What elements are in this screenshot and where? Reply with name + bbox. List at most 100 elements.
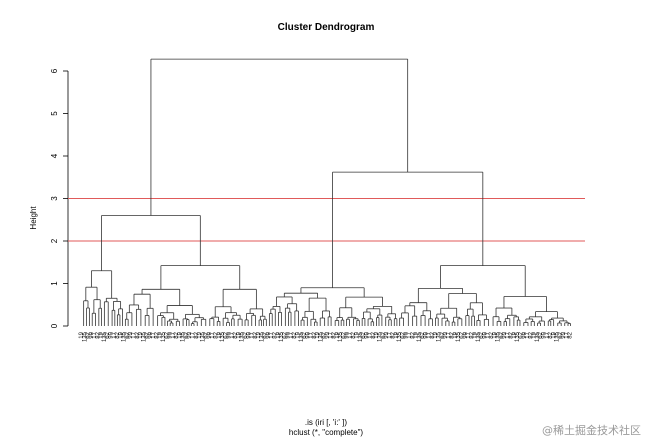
y-tick-label: 1 xyxy=(50,281,59,286)
y-tick-label: 3 xyxy=(50,196,59,201)
leaf-label: 82 xyxy=(154,331,160,338)
y-axis-label: Height xyxy=(29,206,38,230)
leaf-label: 62 xyxy=(164,331,170,338)
leaf-label: 62 xyxy=(105,331,111,338)
leaf-label: 17 xyxy=(387,331,393,338)
leaf-label: 17 xyxy=(250,331,256,338)
leaf-label: 17 xyxy=(368,331,374,338)
leaf-label: 82 xyxy=(450,331,456,338)
leaf-label: 19 xyxy=(236,331,242,338)
leaf-label: 62 xyxy=(420,331,426,338)
leaf-label: 62 xyxy=(460,331,466,338)
leaf-label: 19 xyxy=(99,331,105,338)
leaf-label: 62 xyxy=(125,331,131,338)
leaf-label: 135 xyxy=(397,331,403,342)
leaf-label: 19 xyxy=(315,331,321,338)
leaf-label: 99 xyxy=(266,331,272,338)
leaf-label: 62 xyxy=(440,331,446,338)
leaf-label: 99 xyxy=(128,331,134,338)
leaf-label: 17 xyxy=(446,331,452,338)
leaf-label: 99 xyxy=(463,331,469,338)
leaf-label: 99 xyxy=(345,331,351,338)
leaf-label: 99 xyxy=(168,331,174,338)
leaf-label: 82 xyxy=(273,331,279,338)
leaf-label: 99 xyxy=(246,331,252,338)
leaf-label: 99 xyxy=(286,331,292,338)
leaf-label: 82 xyxy=(312,331,318,338)
leaf-label: 82 xyxy=(214,331,220,338)
leaf-label: 99 xyxy=(384,331,390,338)
leaf-label: 82 xyxy=(233,331,239,338)
leaf-label: 99 xyxy=(227,331,233,338)
leaf-label: 135 xyxy=(378,331,384,342)
leaf-label: 17 xyxy=(328,331,334,338)
leaf-label: 19 xyxy=(394,331,400,338)
leaf-label: 99 xyxy=(325,331,331,338)
leaf-label: 135 xyxy=(417,331,423,342)
leaf-label: 17 xyxy=(289,331,295,338)
leaf-label: 135 xyxy=(102,331,108,342)
leaf-labels: 1913562991782191356299178219135629917821… xyxy=(79,331,574,342)
leaf-label: 135 xyxy=(82,331,88,342)
leaf-label: 135 xyxy=(318,331,324,342)
leaf-label: 19 xyxy=(335,331,341,338)
leaf-label: 62 xyxy=(204,331,210,338)
leaf-label: 82 xyxy=(194,331,200,338)
leaf-label: 62 xyxy=(302,331,308,338)
leaf-label: 19 xyxy=(473,331,479,338)
leaf-label: 99 xyxy=(482,331,488,338)
cut-lines xyxy=(68,198,585,242)
leaf-label: 17 xyxy=(427,331,433,338)
leaf-label: 62 xyxy=(400,331,406,338)
leaf-label: 19 xyxy=(158,331,164,338)
leaf-label: 17 xyxy=(92,331,98,338)
leaf-label: 82 xyxy=(332,331,338,338)
leaf-label: 62 xyxy=(243,331,249,338)
leaf-label: 99 xyxy=(207,331,213,338)
leaf-label: 19 xyxy=(355,331,361,338)
leaf-label: 82 xyxy=(95,331,101,338)
leaf-label: 19 xyxy=(256,331,262,338)
leaf-label: 99 xyxy=(305,331,311,338)
watermark: @稀土掘金技术社区 xyxy=(542,424,641,437)
leaf-label: 17 xyxy=(112,331,118,338)
leaf-label: 62 xyxy=(519,331,525,338)
y-tick-label: 4 xyxy=(50,153,59,158)
leaf-label: 99 xyxy=(148,331,154,338)
leaf-label: 17 xyxy=(132,331,138,338)
leaf-label: 17 xyxy=(309,331,315,338)
leaf-label: 62 xyxy=(538,331,544,338)
leaf-label: 19 xyxy=(433,331,439,338)
leaf-label: 99 xyxy=(109,331,115,338)
chart-title: Cluster Dendrogram xyxy=(278,22,375,33)
y-axis: 0 1 2 3 4 5 6 xyxy=(50,68,69,328)
leaf-label: 135 xyxy=(259,331,265,342)
leaf-label: 82 xyxy=(489,331,495,338)
leaf-label: 99 xyxy=(89,331,95,338)
leaf-label: 62 xyxy=(282,331,288,338)
x-axis-label-method: hclust (*, "complete") xyxy=(289,428,363,437)
leaf-label: 99 xyxy=(542,331,548,338)
leaf-label: 135 xyxy=(535,331,541,342)
leaf-label: 17 xyxy=(545,331,551,338)
leaf-label: 135 xyxy=(181,331,187,342)
leaf-label: 19 xyxy=(276,331,282,338)
leaf-label: 62 xyxy=(558,331,564,338)
leaf-label: 82 xyxy=(174,331,180,338)
leaf-label: 62 xyxy=(381,331,387,338)
leaf-label: 62 xyxy=(86,331,92,338)
leaf-label: 135 xyxy=(476,331,482,342)
x-axis-label-expression: .is (iri [, 'i:' ]) xyxy=(305,418,347,427)
leaf-label: 82 xyxy=(528,331,534,338)
leaf-label: 19 xyxy=(551,331,557,338)
leaf-label: 99 xyxy=(187,331,193,338)
leaf-label: 19 xyxy=(138,331,144,338)
leaf-label: 62 xyxy=(341,331,347,338)
leaf-label: 62 xyxy=(479,331,485,338)
leaf-label: 82 xyxy=(548,331,554,338)
y-tick-label: 5 xyxy=(50,111,59,116)
leaf-label: 62 xyxy=(322,331,328,338)
leaf-label: 135 xyxy=(437,331,443,342)
leaf-label: 17 xyxy=(525,331,531,338)
